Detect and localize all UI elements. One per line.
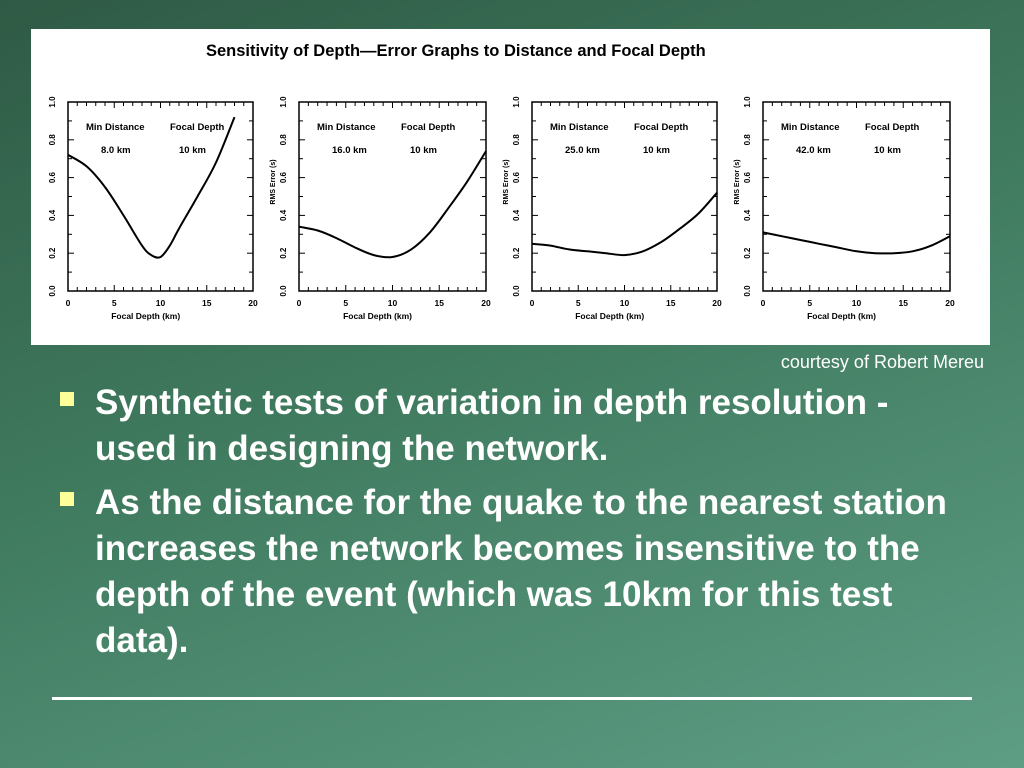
x-tick-label: 20	[712, 298, 722, 308]
bullet-item: As the distance for the quake to the nea…	[58, 480, 958, 664]
x-tick-label: 5	[112, 298, 117, 308]
depth-error-figure: Sensitivity of Depth—Error Graphs to Dis…	[48, 42, 955, 321]
credit-text: courtesy of Robert Mereu	[780, 352, 984, 372]
bullet-square-icon	[60, 492, 74, 506]
figure-title: Sensitivity of Depth—Error Graphs to Dis…	[206, 42, 706, 60]
y-tick-label: 0.6	[743, 171, 752, 183]
y-tick-label: 0.0	[743, 285, 752, 297]
y-tick-label: 1.0	[512, 96, 521, 108]
figure-panel: Sensitivity of Depth—Error Graphs to Dis…	[31, 29, 990, 345]
annotation-value: 25.0 km	[565, 145, 600, 156]
annotation-value: 10 km	[643, 145, 670, 156]
x-tick-label: 10	[388, 298, 398, 308]
y-tick-label: 0.0	[279, 285, 288, 297]
x-axis-label: Focal Depth (km)	[111, 311, 180, 321]
x-tick-label: 10	[620, 298, 630, 308]
y-tick-label: 1.0	[279, 96, 288, 108]
y-tick-label: 1.0	[48, 96, 57, 108]
x-tick-label: 5	[576, 298, 581, 308]
x-tick-label: 20	[945, 298, 955, 308]
x-tick-label: 0	[66, 298, 71, 308]
annotation-value: 42.0 km	[796, 145, 831, 156]
annotation-value: 16.0 km	[332, 145, 367, 156]
x-tick-label: 15	[666, 298, 676, 308]
annotation-header: Min Distance	[781, 122, 840, 133]
bullet-list: Synthetic tests of variation in depth re…	[58, 380, 958, 672]
annotation-header: Focal Depth	[401, 122, 456, 133]
series-line	[531, 192, 718, 257]
y-tick-label: 0.2	[743, 247, 752, 259]
annotation-header: Min Distance	[86, 122, 145, 133]
x-tick-label: 0	[530, 298, 535, 308]
x-tick-label: 20	[481, 298, 491, 308]
x-axis-label: Focal Depth (km)	[575, 311, 644, 321]
y-axis-label: RMS Error (s)	[503, 159, 510, 204]
annotation-header: Focal Depth	[634, 122, 689, 133]
y-axis-label: RMS Error (s)	[734, 159, 741, 204]
y-tick-label: 0.6	[512, 171, 521, 183]
y-axis-label: RMS Error (s)	[270, 159, 277, 204]
x-axis-label: Focal Depth (km)	[343, 311, 412, 321]
x-tick-label: 0	[297, 298, 302, 308]
annotation-header: Min Distance	[550, 122, 609, 133]
y-tick-label: 0.4	[743, 209, 752, 221]
bullet-square-icon	[60, 392, 74, 406]
annotation-header: Focal Depth	[170, 122, 225, 133]
series-line	[298, 150, 487, 259]
x-tick-label: 0	[761, 298, 766, 308]
bullet-item: Synthetic tests of variation in depth re…	[58, 380, 958, 472]
x-tick-label: 10	[156, 298, 166, 308]
chart-panel-2: 0 5 10 15 20 0.0 0.2 0.4 0.6 0.8 1.0 Focal Depth (k…	[270, 96, 491, 321]
x-axis-label: Focal Depth (km)	[807, 311, 876, 321]
y-tick-label: 0.4	[512, 209, 521, 221]
y-tick-label: 0.4	[48, 209, 57, 221]
annotation-header: Min Distance	[317, 122, 376, 133]
bullet-text: Synthetic tests of variation in depth re…	[95, 383, 889, 468]
x-tick-label: 15	[899, 298, 909, 308]
y-tick-label: 0.0	[48, 285, 57, 297]
annotation-value: 8.0 km	[101, 145, 131, 156]
x-tick-label: 20	[248, 298, 258, 308]
chart-panel-4: 0 5 10 15 20 0.0 0.2 0.4 0.6 0.8 1.0 Focal Depth (k…	[734, 96, 955, 321]
y-tick-label: 0.8	[512, 134, 521, 146]
y-tick-label: 0.2	[512, 247, 521, 259]
x-tick-label: 10	[852, 298, 862, 308]
y-tick-label: 0.2	[48, 247, 57, 259]
annotation-value: 10 km	[179, 145, 206, 156]
divider-line	[52, 697, 972, 700]
chart-panel-1: 0 5 10 15 20 0.0 0.2 0.4 0.6 0.8 1.0 Focal Depth (k…	[48, 96, 258, 321]
series-line	[67, 116, 236, 259]
annotation-value: 10 km	[410, 145, 437, 156]
y-tick-label: 0.8	[279, 134, 288, 146]
x-tick-label: 15	[202, 298, 212, 308]
y-tick-label: 0.2	[279, 247, 288, 259]
chart-panel-3: 0 5 10 15 20 0.0 0.2 0.4 0.6 0.8 1.0 Focal Depth (k…	[503, 96, 722, 321]
y-tick-label: 0.8	[48, 134, 57, 146]
series-line	[762, 231, 951, 255]
annotation-value: 10 km	[874, 145, 901, 156]
y-tick-label: 1.0	[743, 96, 752, 108]
y-tick-label: 0.6	[48, 171, 57, 183]
x-tick-label: 5	[807, 298, 812, 308]
y-tick-label: 0.4	[279, 209, 288, 221]
bullet-text: As the distance for the quake to the nea…	[95, 483, 947, 660]
x-tick-label: 15	[435, 298, 445, 308]
annotation-header: Focal Depth	[865, 122, 920, 133]
y-tick-label: 0.6	[279, 171, 288, 183]
y-tick-label: 0.8	[743, 134, 752, 146]
y-tick-label: 0.0	[512, 285, 521, 297]
x-tick-label: 5	[343, 298, 348, 308]
